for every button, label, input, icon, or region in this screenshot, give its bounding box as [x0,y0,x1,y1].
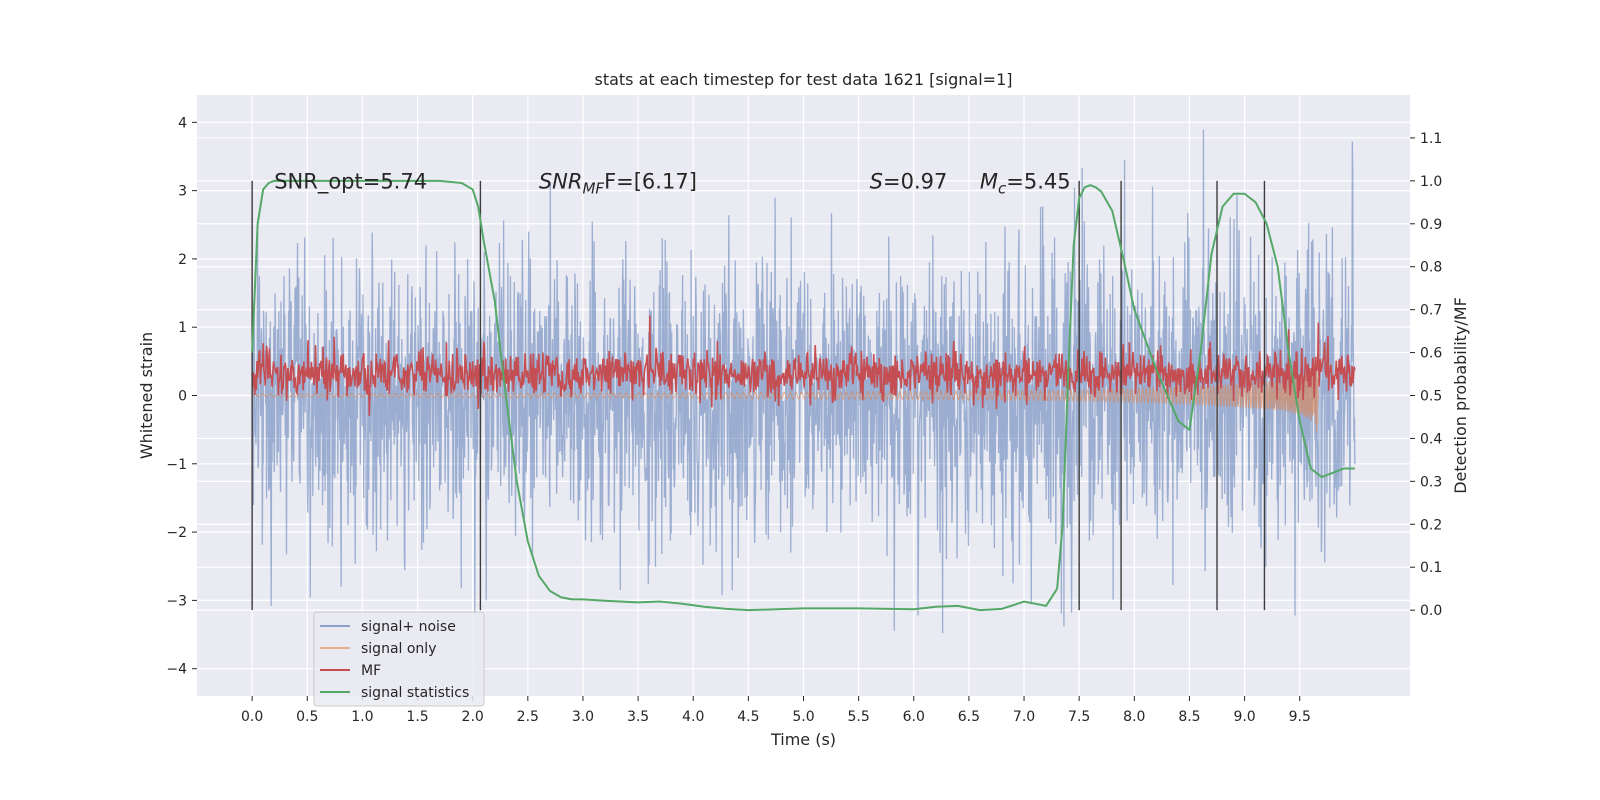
y-right-tick-label: 0.7 [1420,303,1442,319]
x-tick-label: 0.0 [241,709,263,725]
annotation-snr-mf-value: F=[6.17] [604,170,697,194]
x-tick-label: 2.5 [517,709,539,725]
x-tick-label: 7.0 [1013,709,1035,725]
y-right-tick-label: 0.5 [1420,389,1442,405]
x-tick-label: 2.0 [462,709,484,725]
y-left-tick-label: −4 [166,662,187,678]
annotation-mc-subscript: c [998,180,1007,198]
annotation-s-symbol: S [870,170,883,194]
legend-label-signal-noise: signal+ noise [361,619,456,635]
x-tick-label: 7.5 [1068,709,1090,725]
y-axis-left-label: Whitened strain [137,332,156,459]
legend-box [313,611,485,707]
y-right-tick-label: 1.1 [1420,131,1442,147]
annotation-snr-mf-subscript: MF [582,180,604,198]
x-tick-label: 6.0 [903,709,925,725]
mf-series [251,315,1356,416]
x-tick-label: 0.5 [296,709,318,725]
x-tick-label: 8.0 [1123,709,1145,725]
signal-statistics-line [251,179,1355,612]
x-tick-label: 9.0 [1233,709,1255,725]
annotation-snr-mf: SNRMFF=[6.17] [539,170,697,198]
x-tick-label: 6.5 [958,709,980,725]
annotation-s: S=0.97 [870,170,948,194]
y-right-tick-label: 0.1 [1420,560,1442,576]
y-right-tick-label: 0.9 [1420,217,1442,233]
x-tick-label: 3.0 [572,709,594,725]
y-left-tick-label: −2 [166,525,187,541]
annotation-snr-mf-symbol: SNR [539,170,583,194]
y-right-tick-label: 0.4 [1420,431,1442,447]
x-tick-label: 8.5 [1178,709,1200,725]
annotation-mc-value: =5.45 [1006,170,1070,194]
legend-label-mf: MF [361,663,381,679]
annotation-s-value: =0.97 [883,170,947,194]
x-tick-label: 5.0 [792,709,814,725]
y-left-tick-label: 0 [178,389,187,405]
x-tick-label: 1.0 [351,709,373,725]
y-left-tick-label: 4 [178,115,187,131]
annotations: SNR_opt=5.74 SNRMFF=[6.17] S=0.97 Mc=5.4… [274,170,1070,198]
y-left-tick-label: 3 [178,184,187,200]
x-tick-label: 4.0 [682,709,704,725]
legend: signal+ noise signal only MF signal stat… [313,611,485,707]
vertical-lines [251,180,1266,611]
signal-statistics-series [251,179,1355,612]
mf-line [251,315,1356,416]
y-left-tick-label: −1 [166,457,187,473]
legend-label-signal-only: signal only [361,641,436,657]
signal-only-line [251,356,1320,433]
y-right-tick-label: 0.2 [1420,517,1442,533]
x-tick-label: 5.5 [848,709,870,725]
x-tick-label: 1.5 [406,709,428,725]
annotation-snr-opt: SNR_opt=5.74 [274,170,427,195]
y-right-tick-label: 0.0 [1420,603,1442,619]
x-axis-label: Time (s) [770,730,836,749]
annotation-mc-symbol: M [980,170,998,194]
legend-label-signal-statistics: signal statistics [361,685,469,701]
signal-only-series [251,356,1320,433]
y-right-tick-label: 0.8 [1420,260,1442,276]
y-left-tick-label: 2 [178,252,187,268]
annotation-mc: Mc=5.45 [980,170,1071,198]
y-right-tick-label: 0.6 [1420,346,1442,362]
y-right-tick-label: 0.3 [1420,474,1442,490]
y-left-tick-label: 1 [178,320,187,336]
x-tick-label: 3.5 [627,709,649,725]
y-axis-right-label: Detection probability/MF [1451,297,1470,494]
chart-title: stats at each timestep for test data 162… [594,70,1012,89]
y-left-tick-label: −3 [166,593,187,609]
x-tick-label: 4.5 [737,709,759,725]
axis-ticks: 0.0 0.5 1.0 1.5 2.0 2.5 3.0 3.5 4.0 4.5 5.0 5.5 6.0 6… [166,115,1442,725]
x-tick-label: 9.5 [1289,709,1311,725]
y-right-tick-label: 1.0 [1420,174,1442,190]
